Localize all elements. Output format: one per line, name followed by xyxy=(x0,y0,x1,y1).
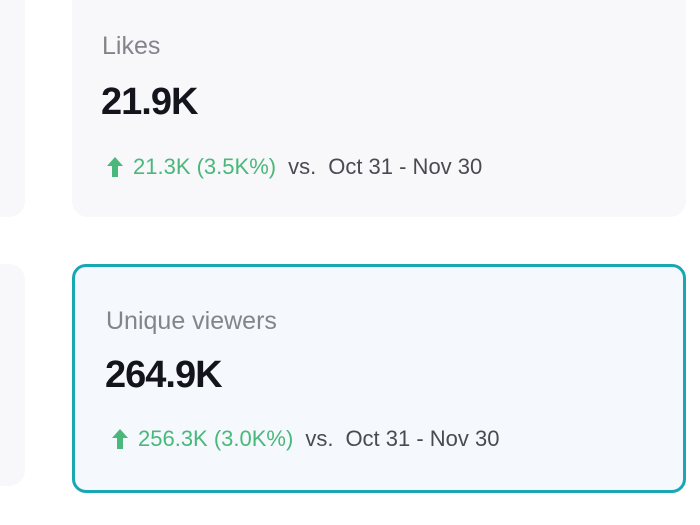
comparison-period: Oct 31 - Nov 30 xyxy=(328,154,483,179)
change-value: 21.3K (3.5K%) xyxy=(133,154,277,179)
change-value: 256.3K (3.0K%) xyxy=(138,426,294,451)
comparison-period: Oct 31 - Nov 30 xyxy=(345,426,500,451)
metric-card-partial[interactable] xyxy=(0,264,25,486)
vs-label: vs. xyxy=(288,154,317,179)
arrow-up-icon xyxy=(112,429,128,449)
metric-card-partial[interactable] xyxy=(0,0,25,217)
metric-change: 21.3K (3.5K%) vs. Oct 31 - Nov 30 xyxy=(106,154,482,180)
metric-value: 21.9K xyxy=(101,81,198,123)
vs-label: vs. xyxy=(305,426,334,451)
metric-value: 264.9K xyxy=(105,354,223,396)
arrow-up-icon xyxy=(107,157,123,177)
metric-label: Unique viewers xyxy=(106,307,277,335)
metric-label: Likes xyxy=(102,32,161,60)
metric-change: 256.3K (3.0K%) vs. Oct 31 - Nov 30 xyxy=(111,426,500,452)
metric-card-unique-viewers[interactable]: Unique viewers 264.9K 256.3K (3.0K%) vs.… xyxy=(72,264,686,493)
metric-card-likes[interactable]: Likes 21.9K 21.3K (3.5K%) vs. Oct 31 - N… xyxy=(72,0,686,217)
